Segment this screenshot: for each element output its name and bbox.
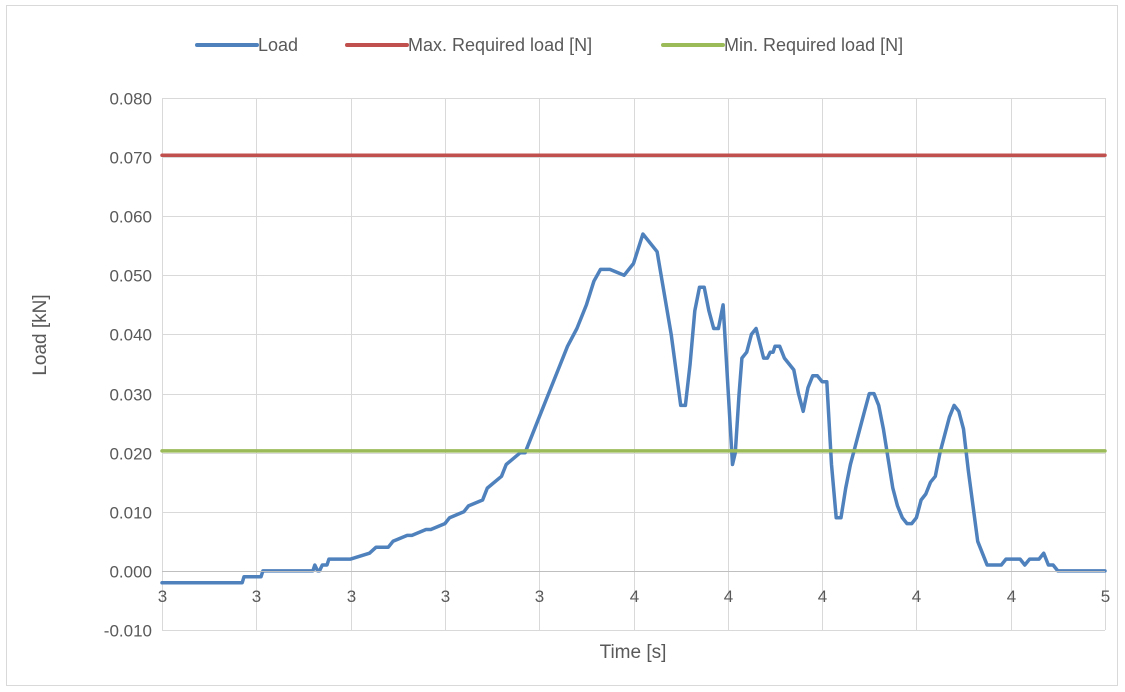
x-tick-label: 4 — [630, 587, 639, 606]
y-tick-label: 0.060 — [109, 208, 152, 227]
axes: 0.080 0.070 0.060 0.050 0.040 0.030 0.020 0.010… — [104, 90, 1110, 641]
y-tick-label: 0.070 — [109, 149, 152, 168]
y-tick-label: 0.050 — [109, 267, 152, 286]
plot-area — [160, 153, 1107, 585]
y-tick-label: 0.030 — [109, 386, 152, 405]
x-tick-label: 4 — [1007, 587, 1016, 606]
x-tick-label: 4 — [818, 587, 827, 606]
y-tick-label: 0.040 — [109, 326, 152, 345]
x-tick-label: 3 — [441, 587, 450, 606]
x-tick-label: 4 — [912, 587, 921, 606]
x-tick-label: 3 — [158, 587, 167, 606]
chart-frame — [6, 5, 1118, 686]
y-tick-label: 0.080 — [109, 90, 152, 109]
y-tick-label: -0.010 — [104, 622, 152, 641]
gridlines — [162, 98, 1106, 631]
y-axis-title: Load [kN] — [30, 294, 51, 375]
x-tick-label: 3 — [347, 587, 356, 606]
y-tick-label: 0.010 — [109, 504, 152, 523]
x-tick-label: 3 — [252, 587, 261, 606]
y-tick-label: 0.020 — [109, 445, 152, 464]
x-axis-title: Time [s] — [600, 642, 667, 663]
legend-label: Max. Required load [N] — [408, 35, 592, 55]
legend-label: Min. Required load [N] — [724, 35, 903, 55]
x-tick-label: 5 — [1101, 587, 1110, 606]
x-tick-label: 4 — [724, 587, 733, 606]
legend: Load Max. Required load [N] Min. Required … — [195, 35, 903, 55]
x-tick-label: 3 — [535, 587, 544, 606]
y-tick-label: 0.000 — [109, 563, 152, 582]
legend-label: Load — [258, 35, 298, 55]
load-series-line — [160, 232, 1107, 585]
